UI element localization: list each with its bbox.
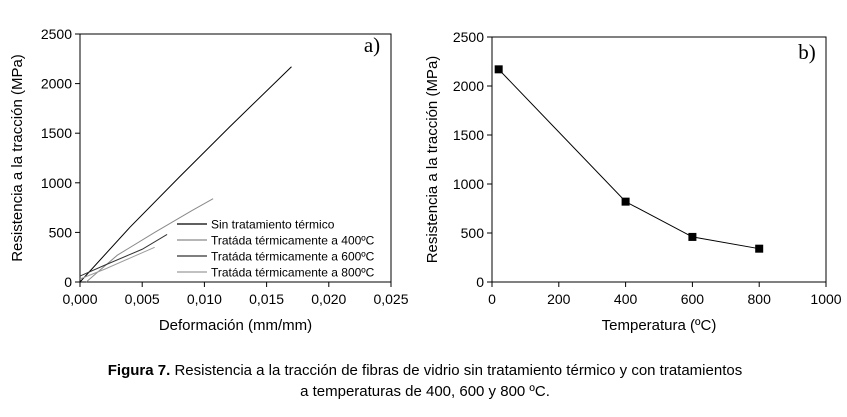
- x-tick-label: 0,020: [311, 291, 346, 307]
- y-tick-label: 2500: [41, 26, 72, 42]
- x-axis-label: Deformación (mm/mm): [159, 317, 312, 334]
- x-tick-label: 0,000: [62, 291, 97, 307]
- y-tick-label: 1000: [453, 176, 484, 192]
- x-tick-label: 400: [614, 291, 638, 307]
- y-tick-label: 2500: [453, 29, 484, 45]
- y-tick-label: 0: [64, 274, 72, 290]
- x-tick-label: 600: [681, 291, 705, 307]
- panel-label: a): [364, 33, 380, 57]
- y-tick-label: 500: [461, 225, 485, 241]
- panel-label: b): [798, 40, 816, 64]
- y-tick-label: 1000: [41, 175, 72, 191]
- y-tick-label: 0: [476, 274, 484, 290]
- x-tick-label: 0,015: [249, 291, 284, 307]
- legend-label: Tratáda térmicamente a 600ºC: [211, 250, 375, 264]
- data-marker: [494, 65, 503, 74]
- x-tick-label: 1000: [810, 291, 841, 307]
- x-axis-label: Temperatura (ºC): [602, 317, 717, 334]
- data-line: [498, 68, 760, 250]
- x-tick-label: 0,010: [187, 291, 222, 307]
- plot-frame: [491, 36, 827, 283]
- data-marker: [621, 197, 630, 206]
- legend-label: Tratáda térmicamente a 400ºC: [211, 234, 375, 248]
- y-tick-label: 500: [49, 224, 73, 240]
- y-axis-label: Resistencia a la tracción (MPa): [424, 56, 441, 264]
- legend-label: Tratáda térmicamente a 800ºC: [211, 266, 375, 280]
- x-tick-label: 0: [488, 291, 496, 307]
- caption-text: Resistencia a la tracción de fibras de v…: [174, 362, 742, 379]
- plot-frame: [79, 33, 392, 283]
- data-marker: [688, 232, 697, 241]
- y-axis-label: Resistencia a la tracción (MPa): [9, 54, 26, 262]
- y-tick-label: 1500: [41, 125, 72, 141]
- x-tick-label: 0,005: [125, 291, 160, 307]
- caption-line: a temperaturas de 400, 600 y 800 ºC.: [300, 383, 550, 400]
- x-tick-label: 200: [547, 291, 571, 307]
- legend-label: Sin tratamiento térmico: [211, 218, 335, 232]
- x-tick-label: 0,025: [373, 291, 408, 307]
- data-line: [79, 246, 155, 280]
- x-tick-label: 800: [748, 291, 772, 307]
- y-tick-label: 2000: [453, 78, 484, 94]
- data-marker: [755, 244, 764, 253]
- caption-line: Figura 7. Resistencia a la tracción de f…: [108, 362, 742, 379]
- data-line: [79, 233, 168, 277]
- data-line: [79, 66, 292, 283]
- y-tick-label: 2000: [41, 76, 72, 92]
- caption-label: Figura 7.: [108, 362, 171, 379]
- y-tick-label: 1500: [453, 127, 484, 143]
